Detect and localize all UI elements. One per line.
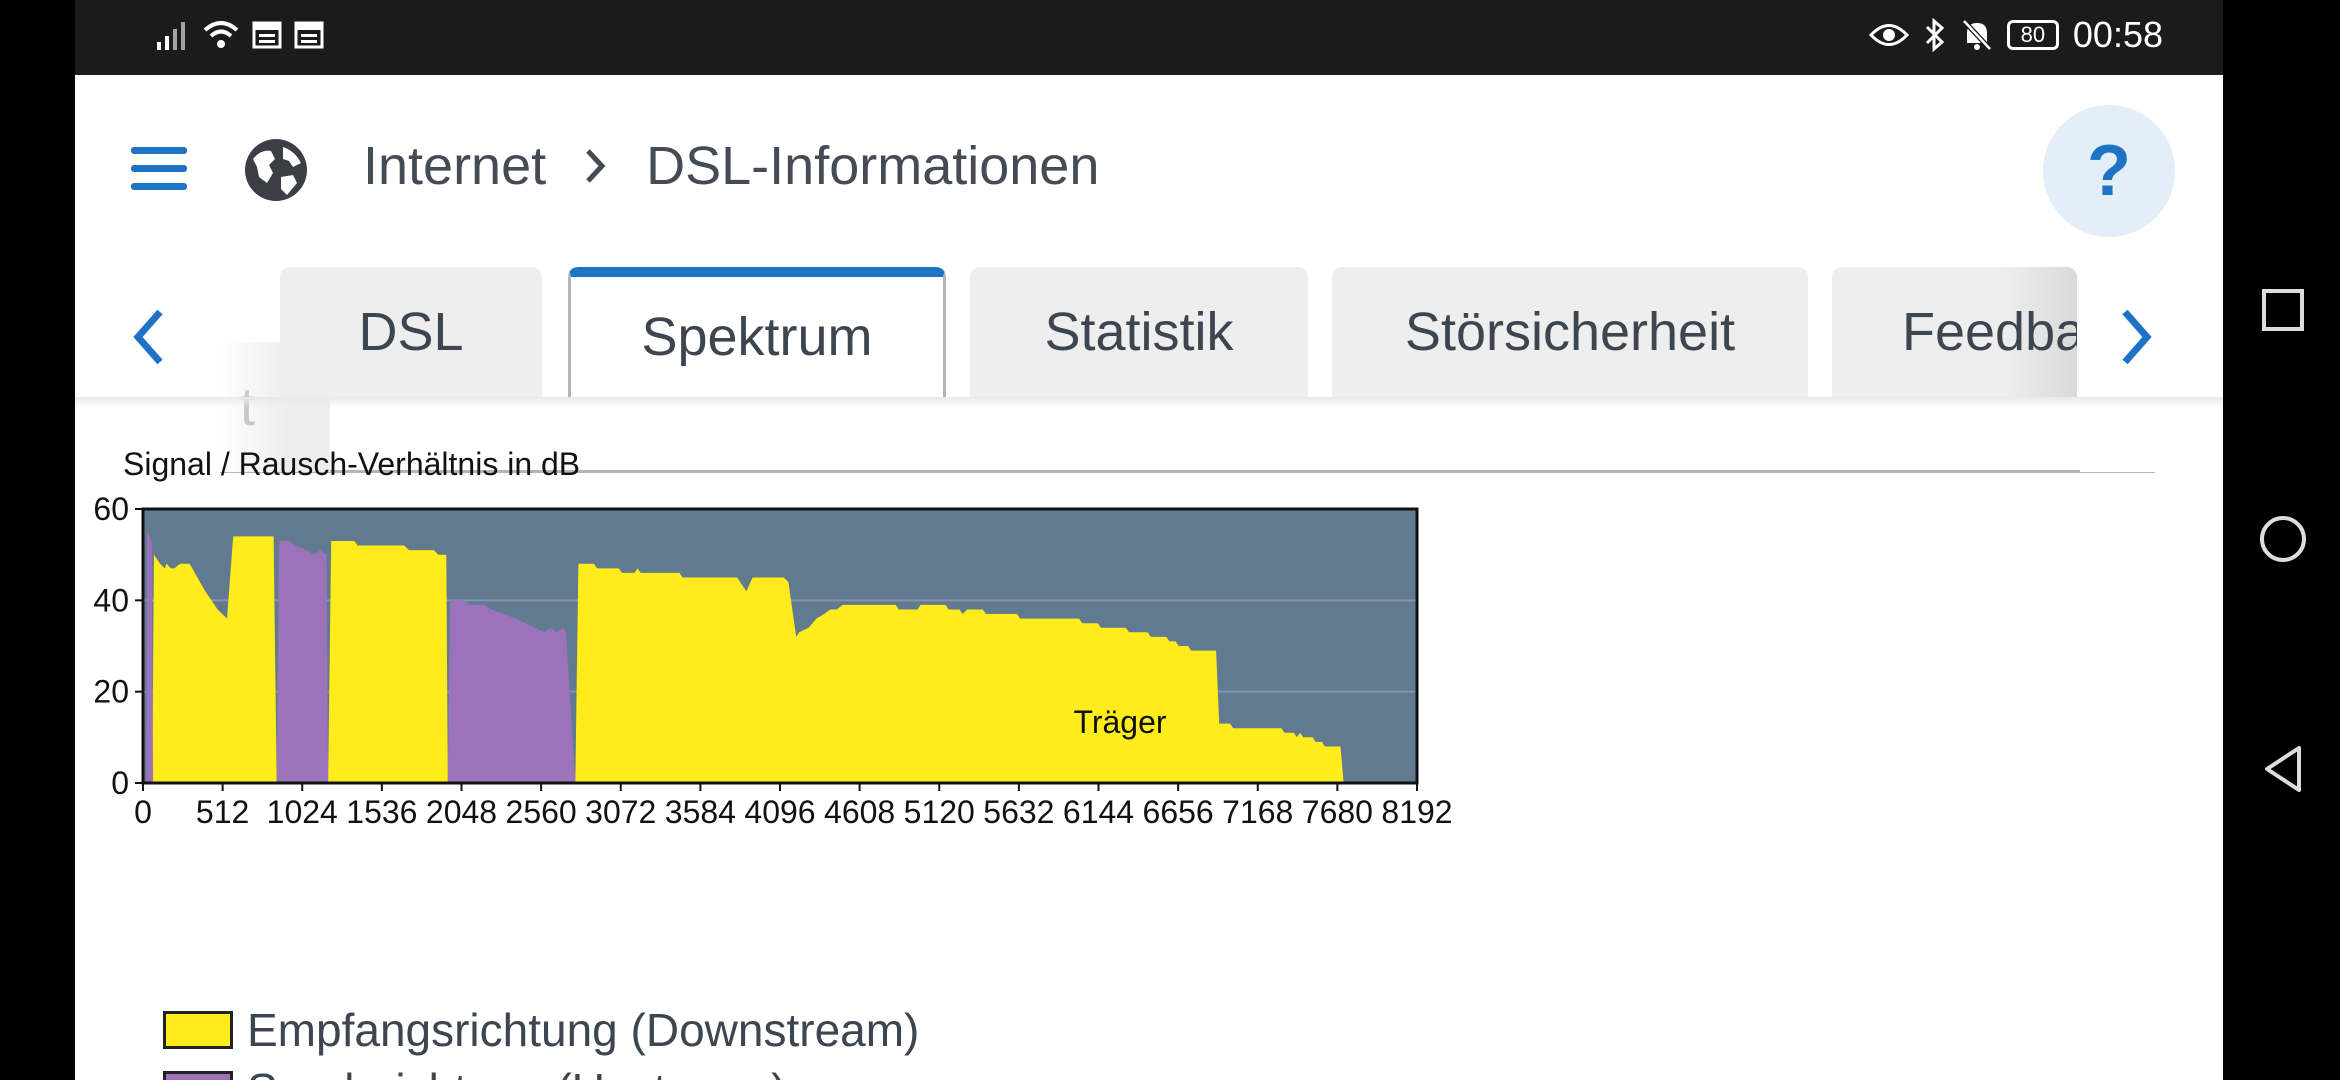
x-axis-label: Träger [1073, 704, 1166, 740]
x-tick-label: 7680 [1302, 794, 1373, 830]
chart-legend: Empfangsrichtung (Downstream) Sendericht… [163, 1000, 919, 1080]
snr-spectrum-chart: Signal / Rausch-Verhältnis in dB 0 20 40 60… [93, 446, 1453, 830]
app-header: Internet DSL-Informationen ? [75, 75, 2223, 265]
y-axis: 0 20 40 60 [93, 491, 143, 801]
tab-stoersicherheit[interactable]: Störsicherheit [1332, 267, 1808, 397]
status-right-icons: 80 00:58 [1868, 14, 2163, 56]
x-tick-label: 1024 [267, 794, 338, 830]
x-tick-label: 4608 [824, 794, 895, 830]
y-tick-label: 40 [93, 582, 129, 618]
status-left-icons [155, 18, 325, 52]
x-tick-label: 6656 [1143, 794, 1214, 830]
upstream-area-segment [146, 531, 154, 783]
tab-spektrum-label: Spektrum [641, 307, 873, 367]
breadcrumb-internet[interactable]: Internet [363, 136, 547, 196]
downstream-area-segment [575, 563, 1344, 783]
battery-indicator: 80 [2006, 20, 2059, 50]
page-title: DSL-Informationen [646, 136, 1100, 196]
legend-swatch-upstream [163, 1071, 233, 1080]
x-tick-label: 3584 [665, 794, 736, 830]
upstream-area-segment [447, 600, 576, 783]
tab-stoersicherheit-label: Störsicherheit [1404, 302, 1736, 362]
x-tick-label: 2048 [426, 794, 497, 830]
y-tick-label: 20 [93, 674, 129, 710]
eye-icon [1868, 24, 1909, 46]
legend-item-downstream: Empfangsrichtung (Downstream) [163, 1000, 919, 1060]
chevron-right-icon [584, 147, 608, 185]
tab-dsl-label: DSL [358, 302, 464, 362]
legend-label-upstream: Senderichtung (Upstream) [247, 1063, 786, 1080]
recent-apps-icon[interactable] [2261, 288, 2305, 332]
x-tick-label: 1536 [346, 794, 417, 830]
tab-statistik[interactable]: Statistik [970, 267, 1308, 397]
legend-label-downstream: Empfangsrichtung (Downstream) [247, 1004, 920, 1056]
chart-title: Signal / Rausch-Verhältnis in dB [123, 446, 580, 482]
tab-baseline [220, 470, 2155, 473]
tab-feedback-label: Feedback [1902, 302, 2077, 362]
x-tick-label: 4096 [744, 794, 815, 830]
back-icon[interactable] [2261, 744, 2305, 794]
bluetooth-icon [1925, 18, 1945, 52]
status-bar: 80 00:58 [75, 0, 2223, 75]
x-tick-label: 3072 [585, 794, 656, 830]
legend-swatch-downstream [163, 1011, 233, 1049]
tab-feedback[interactable]: Feedback [1832, 267, 2077, 397]
downstream-area-segment [152, 536, 277, 783]
y-tick-label: 60 [93, 491, 129, 527]
system-navigation-bar [2223, 0, 2340, 1080]
tab-previous-label: t [240, 377, 256, 437]
x-tick-label: 6144 [1063, 794, 1134, 830]
tab-right-fade [2080, 267, 2223, 472]
x-axis: 0 512 1024 1536 2048 2560 3072 3584 4096 4608 5120… [134, 783, 1453, 830]
globe-icon [245, 139, 307, 201]
x-tick-label: 5120 [904, 794, 975, 830]
bell-muted-icon [1962, 19, 1992, 51]
tab-dsl[interactable]: DSL [280, 267, 542, 397]
status-time: 00:58 [2072, 14, 2163, 55]
sim-card-icon [252, 21, 282, 49]
x-tick-label: 2560 [506, 794, 577, 830]
tab-scroll-left-icon[interactable] [120, 302, 180, 372]
x-tick-label: 8192 [1381, 794, 1452, 830]
plot-area [141, 507, 1419, 785]
home-icon[interactable] [2258, 514, 2308, 564]
x-tick-label: 7168 [1222, 794, 1293, 830]
wifi-icon [203, 21, 239, 48]
upstream-area-segment [276, 541, 329, 783]
app-window: Internet DSL-Informationen ? t DSL Spekt… [75, 75, 2223, 1080]
x-tick-label: 5632 [983, 794, 1054, 830]
y-tick-label: 0 [111, 765, 129, 801]
x-tick-label: 0 [134, 794, 152, 830]
x-tick-label: 512 [196, 794, 249, 830]
legend-item-upstream: Senderichtung (Upstream) [163, 1060, 919, 1080]
tab-scroll-right-icon[interactable] [2105, 302, 2165, 372]
hamburger-menu-icon[interactable] [131, 147, 187, 191]
downstream-area-segment [328, 541, 448, 783]
tab-spektrum[interactable]: Spektrum [568, 267, 946, 397]
help-button[interactable]: ? [2043, 105, 2175, 237]
chart-container: Signal / Rausch-Verhältnis in dB 0 20 40 60… [75, 405, 2223, 1010]
signal-icon [157, 22, 185, 50]
sim-card-icon [294, 21, 324, 49]
tab-statistik-label: Statistik [1044, 302, 1234, 362]
breadcrumb: Internet DSL-Informationen [363, 135, 1099, 197]
tab-shadow [75, 397, 2223, 407]
